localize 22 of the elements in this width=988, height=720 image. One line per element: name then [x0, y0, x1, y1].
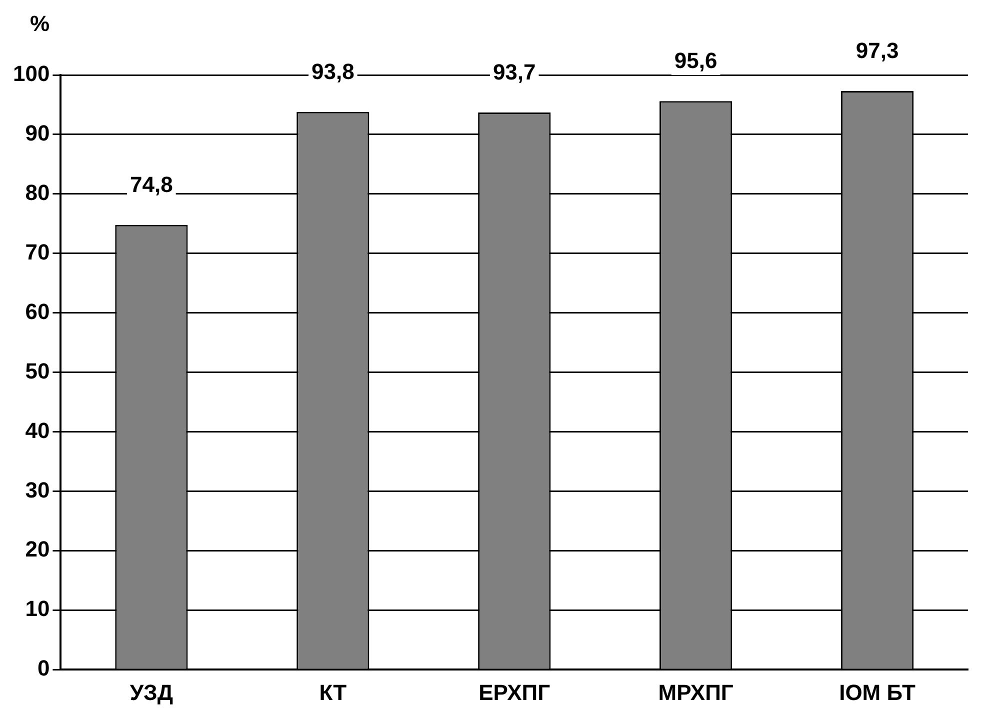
- x-tick-label: МРХПГ: [658, 680, 734, 705]
- y-tick-label: 10: [25, 596, 50, 622]
- y-tick-label: 60: [25, 298, 50, 324]
- y-tick-label: 80: [25, 180, 50, 205]
- data-label: 95,6: [674, 48, 718, 74]
- x-tick-label: ЕРХПГ: [478, 680, 551, 705]
- y-tick-label: 0: [37, 656, 50, 681]
- y-tick-label: 50: [25, 358, 50, 384]
- y-axis-title: %: [30, 11, 50, 36]
- x-tick-label: КТ: [319, 680, 348, 705]
- x-tick-label: ІОМ БТ: [839, 680, 916, 705]
- y-tick-label: 40: [25, 418, 50, 443]
- y-tick-label: 70: [25, 239, 50, 264]
- data-label: 74,8: [130, 172, 173, 197]
- data-label: 93,7: [492, 60, 536, 85]
- y-tick-label: 90: [25, 120, 50, 146]
- x-tick-label: УЗД: [130, 680, 174, 705]
- data-label: 97,3: [856, 38, 899, 64]
- y-tick-label: 100: [12, 61, 50, 86]
- y-tick-label: 20: [25, 536, 50, 562]
- y-tick-label: 30: [25, 477, 50, 502]
- data-label: 93,8: [311, 58, 354, 84]
